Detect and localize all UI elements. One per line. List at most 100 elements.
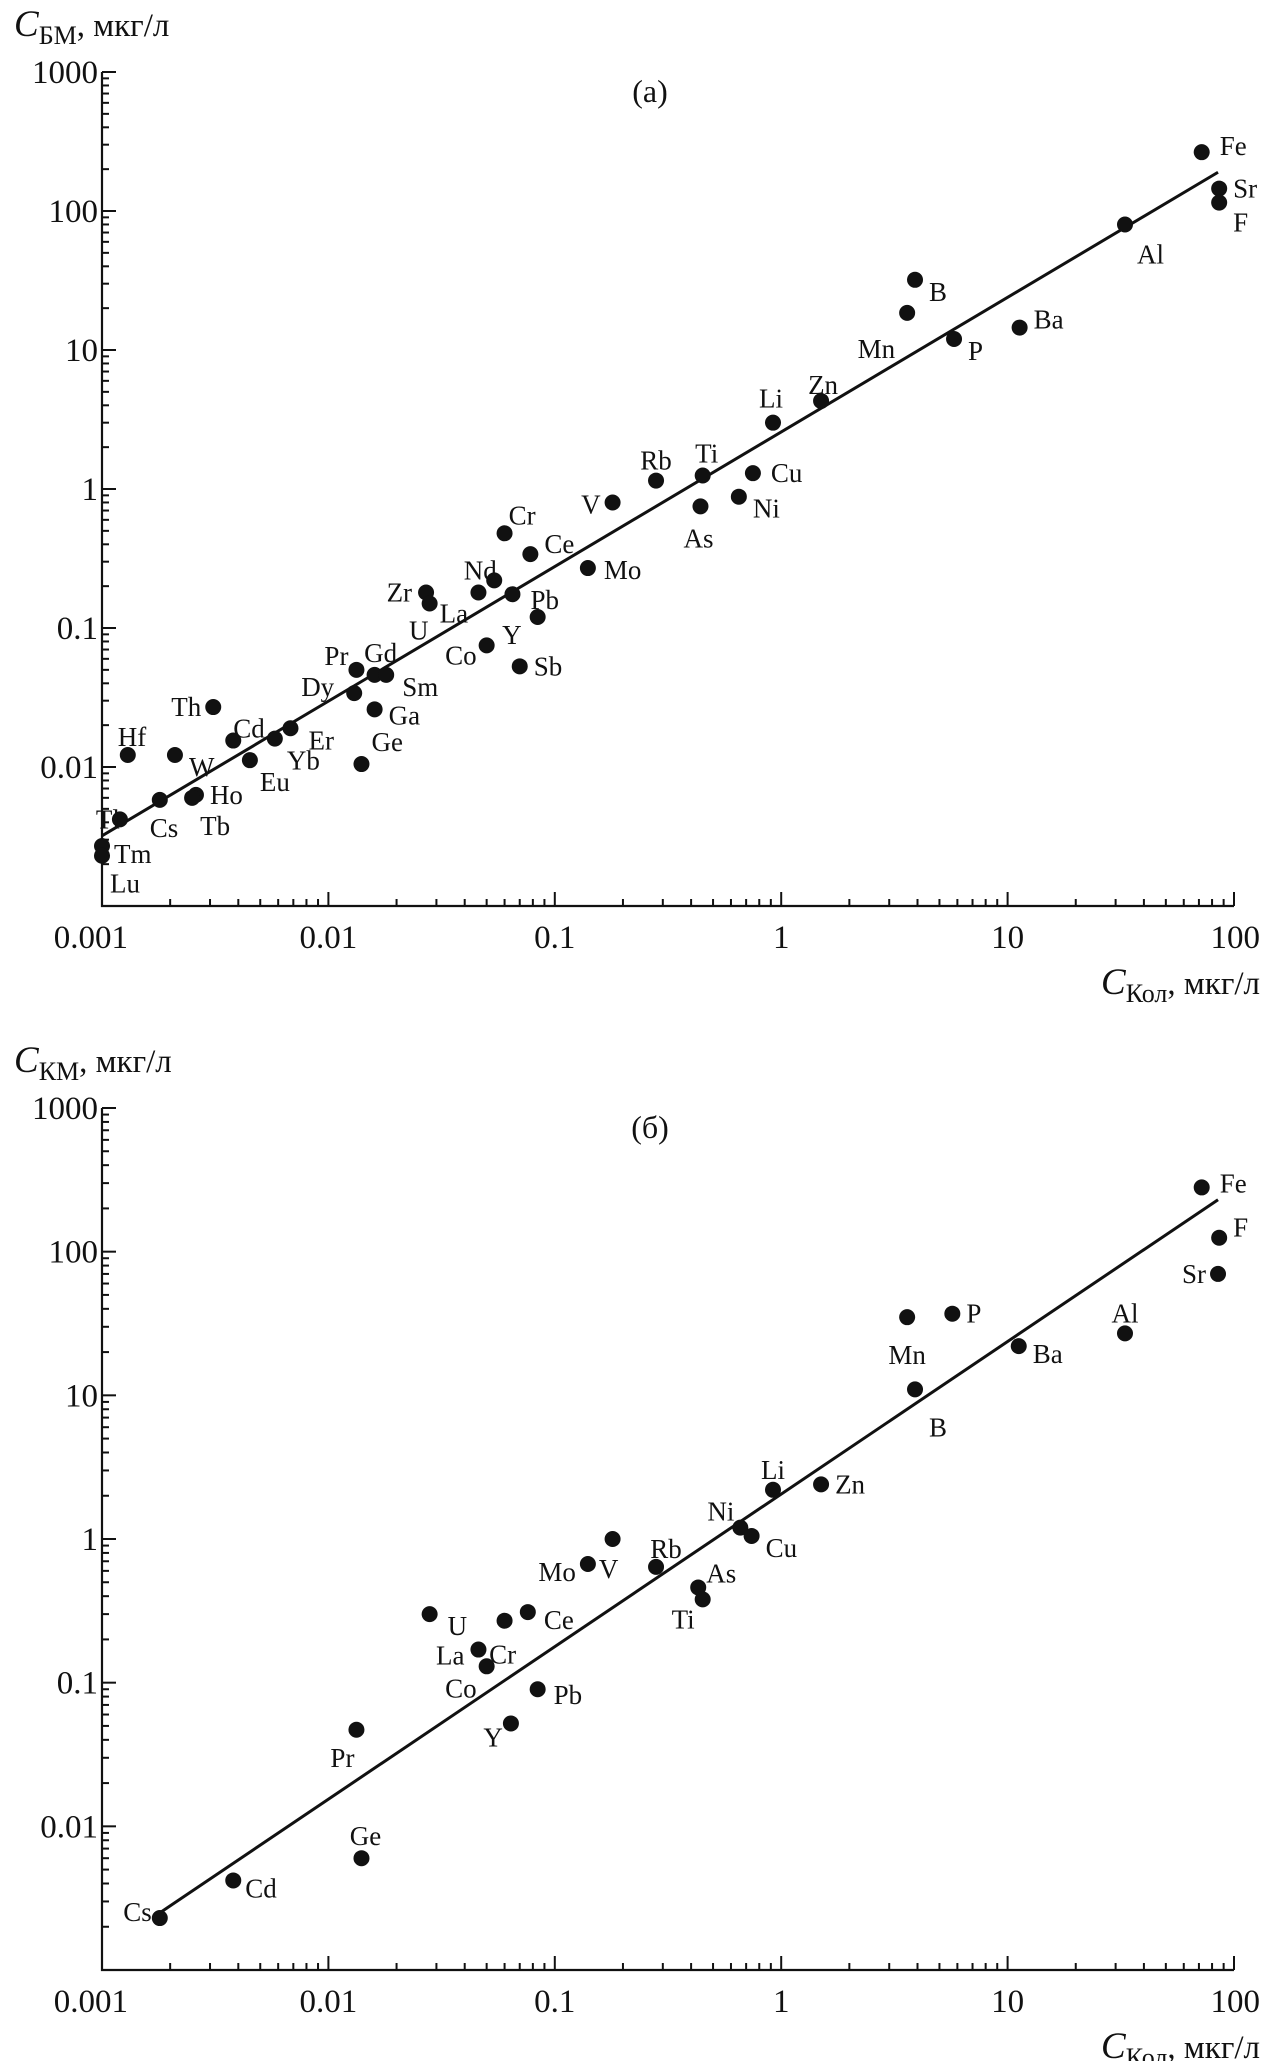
point-label-p: P [966,1299,981,1329]
point-label-th: Th [171,692,201,722]
point-label-f: F [1233,208,1248,238]
point-eu [241,752,258,769]
point-mo [579,1555,596,1572]
point-cs [151,1910,168,1927]
point-label-u: U [448,1611,468,1641]
point-label-b: B [929,277,947,307]
point-mo [579,560,596,577]
point-label-hf: Hf [118,722,147,752]
point-label-la: La [436,1641,464,1671]
point-rb [648,1558,665,1575]
x-tick-label: 0.001 [54,920,128,956]
y-tick-label: 100 [49,194,99,230]
x-tick-label: 0.01 [300,920,358,956]
point-label-co: Co [445,640,477,670]
point-label-rb: Rb [640,446,672,476]
point-label-nd: Nd [464,555,497,585]
point-label-as: As [706,1558,736,1588]
point-p [944,1305,961,1322]
y-tick-label: 0.1 [57,1666,98,1702]
point-label-li: Li [761,1455,785,1485]
point-label-al: Al [1111,1298,1138,1328]
point-label-eu: Eu [260,767,290,797]
y-axis-title: CКМ, мкг/л [14,1040,172,1086]
x-tick-label: 0.001 [54,1984,128,2020]
point-label-zn: Zn [835,1469,865,1499]
point-pr [348,661,365,678]
point-label-y: Y [483,1722,503,1752]
point-label-fe: Fe [1220,131,1247,161]
point-label-ho: Ho [210,780,243,810]
x-tick-label: 10 [991,1984,1024,2020]
point-label-cr: Cr [509,500,536,530]
x-axis-title: CКол, мкг/л [1101,962,1260,1008]
point-label-sr: Sr [1233,174,1257,204]
point-b [907,271,924,288]
point-label-mn: Mn [888,1340,926,1370]
point-label-ge: Ge [350,1821,381,1851]
point-gd [366,666,383,683]
point-label-mo: Mo [538,1557,576,1587]
point-label-b: B [929,1412,947,1442]
point-li [765,414,782,431]
point-label-f: F [1233,1213,1248,1243]
point-label-sb: Sb [534,651,563,681]
point-label-cu: Cu [766,1533,798,1563]
point-label-u: U [409,616,429,646]
point-label-pr: Pr [324,641,348,671]
point-label-mo: Mo [604,555,642,585]
point-label-v: V [581,489,601,519]
point-th [205,699,222,716]
point-label-cs: Cs [150,813,179,843]
point-label-y: Y [502,620,522,650]
point-label-tl: Tl [96,804,120,834]
point-dy [346,685,363,702]
point-ge [353,756,370,773]
point-pb [529,1681,546,1698]
point-sm [378,666,395,683]
x-tick-label: 0.1 [534,1984,575,2020]
x-tick-label: 1 [773,1984,790,2020]
point-w [166,746,183,763]
point-label-al: Al [1137,239,1164,269]
point-label-zn: Zn [808,370,838,400]
point-er [282,720,299,737]
point-label-cu: Cu [771,458,803,488]
point-mn [899,1309,916,1326]
point-cs [151,791,168,808]
panel-b: 0.001 0.01 0.1 1 10 100 0.01 0.1 1 10 100 1000 CКМ, … [14,1040,1260,2061]
point-ge [353,1850,370,1867]
point-label-gd: Gd [364,638,397,668]
x-tick-label: 0.01 [300,1984,358,2020]
point-y [529,608,546,625]
x-axis-title: CКол, мкг/л [1101,2026,1260,2061]
point-label-la: La [440,599,468,629]
point-sr [1211,180,1228,197]
point-ga [366,701,383,718]
point-label-tm: Tm [114,839,152,869]
point-nd [486,572,503,589]
point-label-cd: Cd [233,714,265,744]
point-fe [1193,1179,1210,1196]
point-u [421,1606,438,1623]
point-zn [813,392,830,409]
point-cd [225,1872,242,1889]
point-label-w: W [189,752,215,782]
point-co [478,1658,495,1675]
x-tick-label: 100 [1211,1984,1261,2020]
y-tick-label: 10 [65,333,98,369]
point-ni [732,1519,749,1536]
point-fe [1193,144,1210,161]
point-ce [519,1604,536,1621]
point-ce [522,546,539,563]
point-v [604,1531,621,1547]
point-label-li: Li [759,384,783,414]
x-tick-label: 10 [991,920,1024,956]
point-tl [111,811,128,828]
y-tick-label: 0.1 [57,611,98,647]
point-label-p: P [968,336,983,366]
regression-line [158,1198,1219,1915]
point-cr [496,1612,513,1629]
point-y [502,1715,519,1732]
point-label-cs: Cs [123,1897,152,1927]
